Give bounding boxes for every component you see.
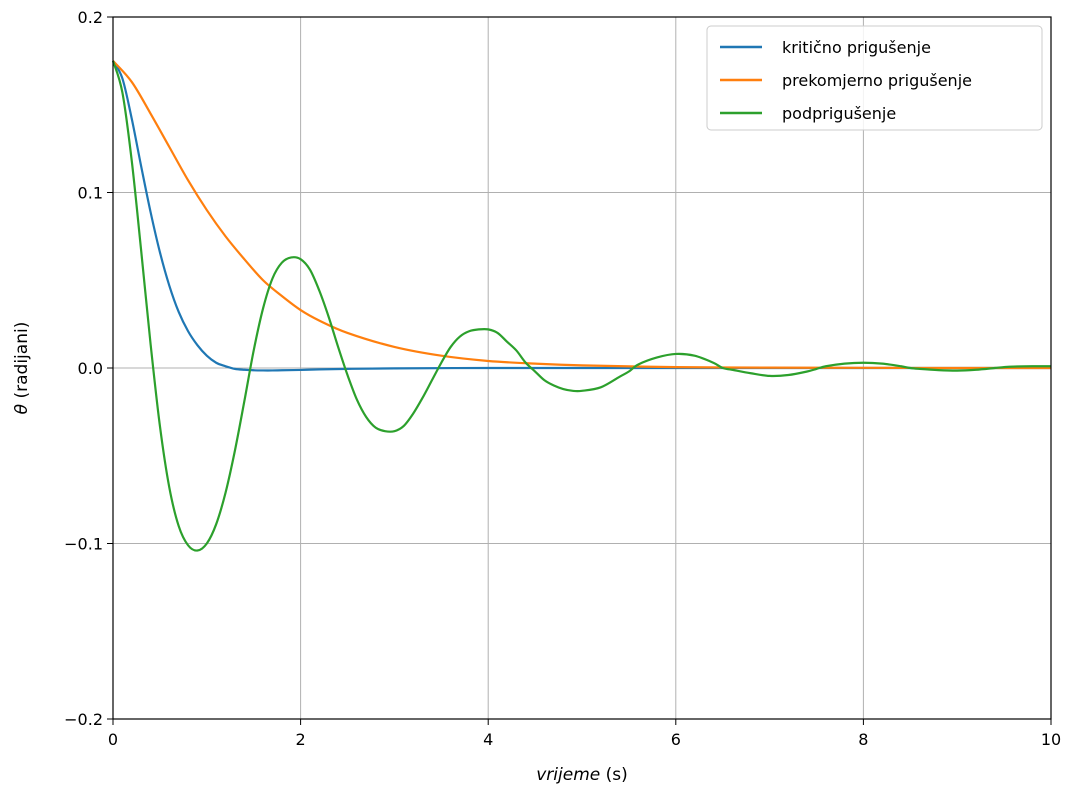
x-tick-label: 6 — [671, 730, 681, 749]
y-tick-label: −0.1 — [64, 535, 103, 554]
y-axis-label: θ (radijani) — [12, 322, 32, 415]
x-tick-label: 0 — [108, 730, 118, 749]
x-tick-label: 4 — [483, 730, 493, 749]
ticks: 0 2 4 6 8 10 −0.2 −0.1 0.0 0.1 0.2 — [64, 8, 1061, 749]
y-axis-label-unit: (radijani) — [12, 322, 32, 404]
legend-label-2: prekomjerno prigušenje — [782, 71, 972, 90]
legend-box — [706, 25, 1043, 131]
series-line-3 — [111, 60, 1052, 552]
y-tick-label: −0.2 — [64, 710, 103, 729]
y-tick-label: 0.0 — [78, 359, 103, 378]
legend-label-1: kritično prigušenje — [782, 38, 931, 57]
legend: kritično prigušenje prekomjerno prigušenj… — [706, 25, 1043, 131]
x-tick-label: 2 — [296, 730, 306, 749]
x-axis-label-unit: (s) — [600, 765, 628, 785]
x-tick-label: 10 — [1041, 730, 1061, 749]
x-axis-label-italic: vrijeme — [536, 765, 600, 785]
x-tick-label: 8 — [858, 730, 868, 749]
series-line-1 — [112, 60, 1051, 372]
x-axis-label: vrijeme (s) — [536, 765, 628, 785]
y-axis-label-symbol: θ — [12, 403, 32, 414]
y-tick-label: 0.1 — [78, 184, 103, 203]
legend-label-3: podprigušenje — [782, 104, 896, 123]
series-layer — [111, 60, 1052, 552]
y-tick-label: 0.2 — [78, 8, 103, 27]
